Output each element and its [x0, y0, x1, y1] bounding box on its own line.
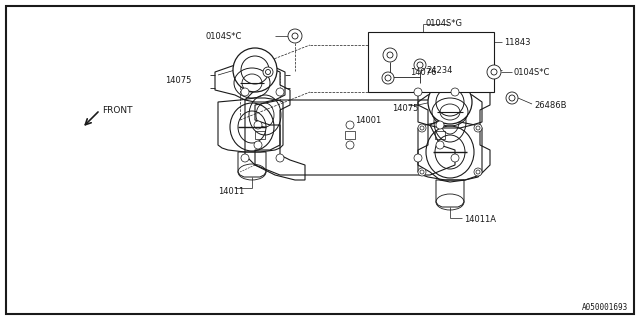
Text: 14011A: 14011A	[464, 215, 496, 225]
Circle shape	[418, 124, 426, 132]
Circle shape	[414, 59, 426, 71]
Circle shape	[276, 88, 284, 96]
Ellipse shape	[428, 80, 472, 124]
Text: 11843: 11843	[504, 37, 531, 46]
Text: 14001: 14001	[355, 116, 381, 124]
Circle shape	[346, 141, 354, 149]
Text: 26486B: 26486B	[534, 100, 566, 109]
Circle shape	[474, 168, 482, 176]
Text: 14075: 14075	[392, 103, 419, 113]
Text: 14011: 14011	[218, 188, 244, 196]
Bar	[435, 131, 445, 139]
Circle shape	[254, 141, 262, 149]
Circle shape	[451, 154, 459, 162]
Text: 14076: 14076	[410, 68, 436, 76]
Circle shape	[417, 62, 423, 68]
Circle shape	[414, 88, 422, 96]
Circle shape	[418, 168, 426, 176]
Circle shape	[241, 88, 249, 96]
Bar	[255, 131, 265, 139]
Circle shape	[292, 33, 298, 39]
Circle shape	[436, 121, 444, 129]
Circle shape	[387, 52, 393, 58]
Circle shape	[414, 154, 422, 162]
Circle shape	[487, 65, 501, 79]
Circle shape	[506, 92, 518, 104]
Circle shape	[420, 170, 424, 174]
Circle shape	[254, 121, 262, 129]
Text: 14075: 14075	[165, 76, 191, 84]
Circle shape	[476, 170, 480, 174]
Circle shape	[266, 69, 271, 75]
Text: A050001693: A050001693	[582, 303, 628, 312]
Ellipse shape	[241, 56, 269, 84]
Circle shape	[474, 124, 482, 132]
Ellipse shape	[436, 88, 464, 116]
Circle shape	[346, 121, 354, 129]
Circle shape	[420, 126, 424, 130]
Circle shape	[451, 88, 459, 96]
Circle shape	[436, 141, 444, 149]
Bar	[368, 32, 494, 92]
Ellipse shape	[233, 48, 277, 92]
Bar	[345, 131, 355, 139]
Text: 0104S*C: 0104S*C	[205, 31, 241, 41]
Circle shape	[509, 95, 515, 101]
Circle shape	[263, 67, 273, 77]
Circle shape	[385, 75, 391, 81]
Circle shape	[476, 126, 480, 130]
Text: FRONT: FRONT	[102, 106, 132, 115]
Text: 0104S*G: 0104S*G	[426, 19, 463, 28]
Circle shape	[241, 154, 249, 162]
Circle shape	[288, 29, 302, 43]
Text: 0104S*C: 0104S*C	[514, 68, 550, 76]
Circle shape	[276, 154, 284, 162]
Circle shape	[382, 72, 394, 84]
Circle shape	[491, 69, 497, 75]
Circle shape	[383, 48, 397, 62]
Text: 24234: 24234	[426, 66, 452, 75]
